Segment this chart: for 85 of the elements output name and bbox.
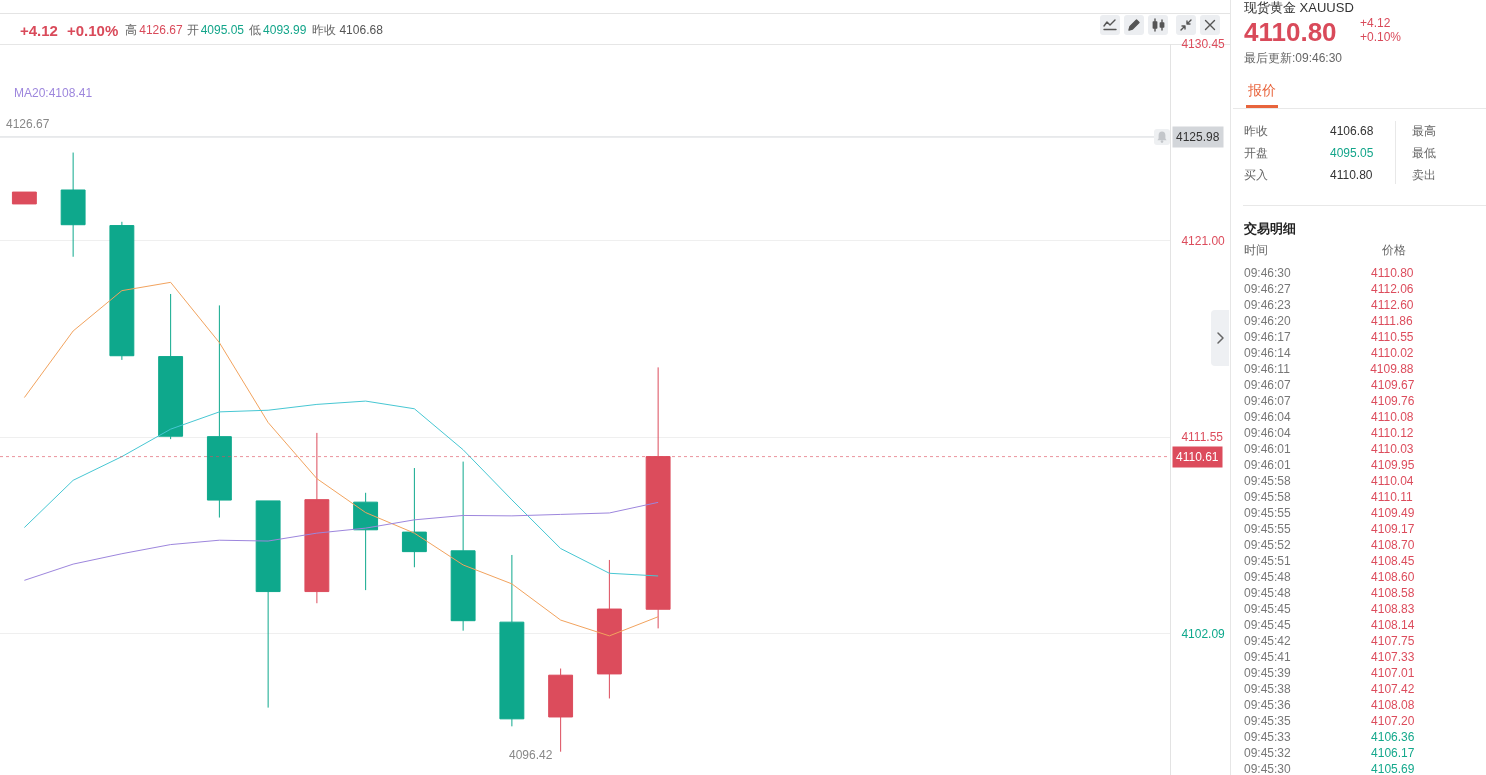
text: 09:45:51 4108.45 [1244, 554, 1415, 569]
candlestick [450, 461, 476, 632]
text: 09:45:39 4107.01 [1244, 666, 1415, 681]
text: 4095.05 [200, 23, 245, 37]
text: 4106.68 [1330, 123, 1374, 139]
text: +4.12 [1360, 15, 1391, 31]
candlestick [158, 293, 184, 440]
text: 时间 [1244, 242, 1268, 258]
text: 09:46:07 4109.67 [1244, 378, 1415, 393]
text: 09:46:11 4109.88 [1244, 362, 1414, 377]
text: 09:45:52 4108.70 [1244, 538, 1415, 553]
text: 4095.05 [1330, 145, 1374, 161]
text: +0.10% [1360, 29, 1402, 45]
text: 09:46:23 4112.60 [1244, 298, 1414, 313]
text: 09:45:33 4106.36 [1244, 730, 1415, 745]
text: 4110.80 [1330, 167, 1373, 183]
text: 开盘 [1244, 145, 1268, 161]
text: 09:46:01 4109.95 [1244, 458, 1415, 473]
text: 09:45:58 4110.11 [1244, 490, 1413, 505]
text: 低 [249, 21, 262, 39]
candlestick [645, 366, 671, 629]
candlestick [499, 554, 525, 727]
candlestick [206, 304, 232, 519]
text: 最高 [1412, 123, 1436, 139]
text: +4.12 [20, 21, 58, 39]
text: 最后更新:09:46:30 [1244, 50, 1343, 66]
text: MA20:4108.41 [14, 86, 93, 100]
text: 价格 [1382, 242, 1406, 258]
y-tick-label: 4111.55 [1181, 430, 1224, 445]
text: 09:45:32 4106.17 [1244, 746, 1415, 761]
text: 09:46:04 4110.08 [1244, 410, 1414, 425]
text: 09:45:55 4109.17 [1244, 522, 1415, 537]
text: 4106.68 [339, 23, 383, 37]
text: 4126.67 [139, 23, 183, 37]
ref-line-label: 4110.61 [1176, 450, 1219, 464]
candlestick [255, 500, 281, 709]
text: 09:45:35 4107.20 [1244, 714, 1415, 729]
annotation: 4096.42 [509, 748, 553, 762]
text: 09:45:48 4108.58 [1244, 586, 1415, 601]
text: 09:46:20 4111.86 [1244, 314, 1413, 329]
candlestick [11, 191, 37, 205]
text: 09:45:45 4108.14 [1244, 618, 1415, 633]
text: 4093.99 [263, 23, 307, 37]
text: +0.10% [66, 21, 119, 39]
text: 09:45:45 4108.83 [1244, 602, 1415, 617]
candlestick [304, 432, 330, 604]
text: 高 [125, 21, 138, 39]
y-tick-label: 4130.45 [1181, 37, 1226, 52]
text: 买入 [1244, 167, 1268, 183]
text: 昨收 [312, 21, 337, 39]
annotation: 4126.67 [6, 117, 50, 131]
ref-line-label: 4125.98 [1176, 130, 1220, 144]
candlestick [109, 221, 135, 361]
text: 昨收 [1244, 123, 1268, 139]
text: 开 [186, 21, 199, 39]
text: 09:45:30 4105.69 [1244, 762, 1415, 775]
candlestick [401, 467, 427, 568]
line-series [23, 400, 659, 577]
text: 4110.80 [1244, 15, 1337, 49]
text: 09:45:36 4108.08 [1244, 698, 1415, 713]
text: 最低 [1412, 145, 1436, 161]
text: 09:45:58 4110.04 [1244, 474, 1414, 489]
y-tick-label: 4102.09 [1181, 626, 1226, 641]
text: 09:46:30 4110.80 [1244, 266, 1414, 281]
text: 卖出 [1412, 167, 1436, 183]
text: 现货黄金 XAUUSD [1244, 0, 1354, 16]
text: 09:46:01 4110.03 [1244, 442, 1414, 457]
text: 交易明细 [1244, 221, 1296, 237]
text: 09:45:42 4107.75 [1244, 634, 1415, 649]
line-series [23, 501, 659, 581]
text: 09:45:48 4108.60 [1244, 570, 1415, 585]
text: 09:45:55 4109.49 [1244, 506, 1415, 521]
y-tick-label: 4121.00 [1181, 233, 1226, 248]
text: 09:46:14 4110.02 [1244, 346, 1414, 361]
text: 09:46:17 4110.55 [1244, 330, 1414, 345]
candlestick [60, 152, 86, 258]
text: 09:45:38 4107.42 [1244, 682, 1415, 697]
line-series [23, 281, 659, 637]
text: 09:46:27 4112.06 [1244, 282, 1414, 297]
text: 09:46:04 4110.12 [1244, 426, 1414, 441]
text: 09:46:07 4109.76 [1244, 394, 1415, 409]
candlestick [596, 559, 622, 699]
text: 报价 [1248, 81, 1276, 99]
text: 09:45:41 4107.33 [1244, 650, 1415, 665]
candlestick [353, 492, 379, 591]
